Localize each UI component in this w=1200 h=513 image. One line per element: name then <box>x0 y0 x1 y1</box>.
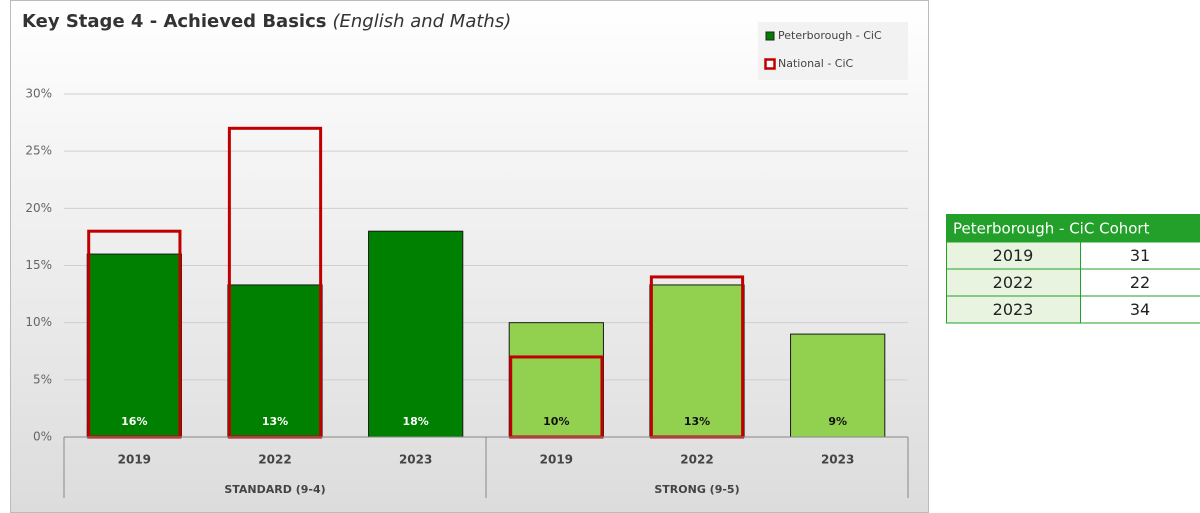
bar <box>649 284 745 438</box>
table-header-bg <box>946 214 1200 242</box>
table-year: 2019 <box>993 246 1034 265</box>
table-count: 22 <box>1130 273 1150 292</box>
data-label: 13% <box>684 415 710 428</box>
bar <box>790 333 886 438</box>
bar <box>86 253 182 438</box>
y-tick-label: 5% <box>33 372 52 386</box>
data-label: 9% <box>828 415 847 428</box>
data-label: 10% <box>543 415 569 428</box>
table-count: 34 <box>1130 300 1150 319</box>
x-tick-label: 2022 <box>258 453 291 467</box>
table-cell <box>1080 268 1200 297</box>
data-label: 18% <box>402 415 428 428</box>
data-label: 13% <box>262 415 288 428</box>
legend-label: Peterborough - CiC <box>778 29 882 42</box>
cohort-table: Peterborough - CiC Cohort 2019 31 2022 22 202… <box>946 214 1200 324</box>
chart-title: Key Stage 4 - Achieved Basics (English an… <box>22 11 511 32</box>
legend-swatch <box>764 58 776 70</box>
y-tick-label: 0% <box>33 430 52 444</box>
y-tick-label: 30% <box>25 87 52 101</box>
title-note: (English and Maths) <box>332 11 511 32</box>
table-header: Peterborough - CiC Cohort <box>953 220 1150 238</box>
bar <box>508 322 604 438</box>
bar <box>368 230 464 438</box>
legend-swatch <box>765 31 775 41</box>
y-tick-label: 10% <box>25 315 52 329</box>
group-label: STANDARD (9-4) <box>224 483 325 496</box>
bar <box>227 284 323 438</box>
x-tick-label: 2022 <box>680 453 713 467</box>
y-tick-label: 25% <box>25 144 52 158</box>
x-tick-label: 2019 <box>540 453 573 467</box>
x-tick-label: 2023 <box>399 453 432 467</box>
title-main: Key Stage 4 - Achieved Basics <box>22 11 326 32</box>
y-tick-label: 20% <box>25 201 52 215</box>
group-label: STRONG (9-5) <box>654 483 739 496</box>
x-tick-label: 2019 <box>118 453 151 467</box>
table-cell <box>1080 241 1200 270</box>
table-year: 2023 <box>993 300 1034 319</box>
legend-box <box>758 22 908 80</box>
x-tick-label: 2023 <box>821 453 854 467</box>
table-cell <box>1080 295 1200 324</box>
table-count: 31 <box>1130 246 1150 265</box>
table-year: 2022 <box>993 273 1034 292</box>
data-label: 16% <box>121 415 147 428</box>
legend-label: National - CiC <box>778 57 854 70</box>
y-tick-label: 15% <box>25 258 52 272</box>
